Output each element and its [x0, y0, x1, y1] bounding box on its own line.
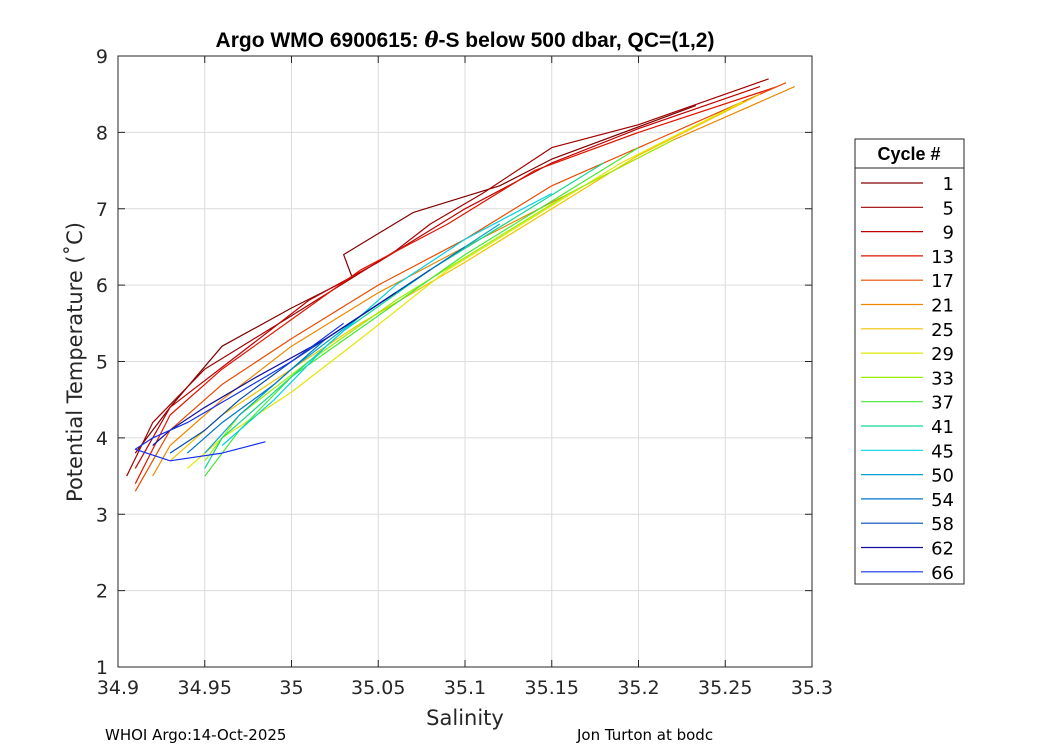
y-tick-label: 2 [96, 581, 108, 603]
legend-label: 5 [943, 198, 954, 219]
legend-label: 1 [943, 174, 954, 195]
legend-label: 25 [931, 320, 954, 341]
y-tick-label: 5 [96, 352, 108, 374]
x-tick-label: 34.95 [178, 677, 232, 699]
y-tick-label: 6 [96, 275, 108, 297]
grid [117, 55, 813, 668]
legend-label: 58 [931, 514, 954, 535]
series-line-cycle-29 [187, 101, 743, 469]
y-axis-label: Potential Temperature (˚C) [63, 222, 87, 502]
x-tick-label: 35.25 [698, 677, 752, 699]
legend-label: 66 [931, 563, 954, 584]
x-tick-label: 35.2 [617, 677, 659, 699]
x-tick-label: 35.3 [791, 677, 833, 699]
x-tick-label: 35.1 [444, 677, 486, 699]
chart-title: Argo WMO 6900615: θ-S below 500 dbar, QC… [216, 27, 715, 52]
legend-title: Cycle # [877, 144, 940, 164]
legend-label: 29 [931, 344, 954, 365]
legend-label: 62 [931, 539, 954, 560]
series-line-cycle-66 [134, 322, 344, 462]
series-line-cycle-13 [134, 86, 778, 484]
legend-label: 54 [931, 490, 954, 511]
legend-label: 13 [931, 247, 954, 268]
series-line-cycle-9 [134, 86, 761, 469]
y-tick-label: 4 [96, 428, 108, 450]
legend-label: 33 [931, 368, 954, 389]
legend-label: 37 [931, 393, 954, 414]
series-group [126, 78, 795, 492]
legend-label: 9 [943, 223, 954, 244]
footer-author: Jon Turton at bodc [577, 726, 714, 744]
title-theta: θ [424, 27, 438, 52]
title-suffix: -S below 500 dbar, QC=(1,2) [438, 29, 714, 52]
legend-label: 41 [931, 417, 954, 438]
x-tick-label: 35.05 [351, 677, 405, 699]
legend-label: 17 [931, 271, 954, 292]
plot-area: 34.9 34.95 35 35.05 35.1 35.15 35.2 35.25 35.312… [96, 46, 833, 699]
x-tick-label: 35.15 [525, 677, 579, 699]
series-line-cycle-17 [134, 82, 787, 492]
series-line-cycle-5 [126, 78, 769, 477]
series-line-cycle-62 [152, 292, 396, 446]
legend-label: 21 [931, 296, 954, 317]
legend-label: 50 [931, 466, 954, 487]
series-line-cycle-25 [169, 93, 761, 462]
y-tick-label: 9 [96, 46, 108, 68]
y-tick-label: 7 [96, 199, 108, 221]
x-tick-label: 34.9 [97, 677, 139, 699]
legend-label: 45 [931, 441, 954, 462]
footer-source-date: WHOI Argo:14-Oct-2025 [105, 726, 287, 744]
x-axis-label: Salinity [426, 706, 504, 730]
series-line-cycle-1 [134, 105, 697, 454]
y-tick-label: 1 [96, 657, 108, 679]
legend: Cycle # 1 5 9 13 17 21 25 29 33 37 41 45 50 54 58 62 66 [854, 138, 965, 585]
title-prefix: Argo WMO 6900615: [216, 29, 425, 52]
x-tick-label: 35 [279, 677, 303, 699]
y-tick-label: 8 [96, 122, 108, 144]
legend-items: 1 5 9 13 17 21 25 29 33 37 41 45 50 54 58 62 66 [861, 174, 954, 584]
y-tick-label: 3 [96, 504, 108, 526]
axis-ticks: 34.9 34.95 35 35.05 35.1 35.15 35.2 35.25 35.312… [96, 46, 833, 699]
